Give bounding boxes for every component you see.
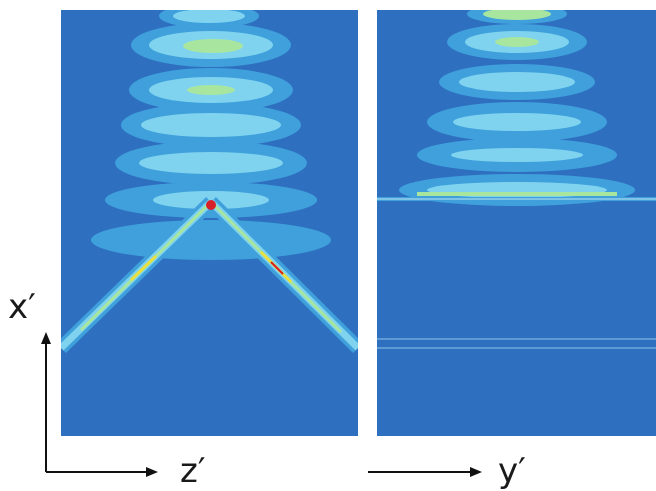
right-field-panel — [377, 10, 656, 436]
z-axis-label: z′ — [180, 451, 206, 491]
left-field-panel — [61, 10, 358, 436]
left-field-plot — [61, 10, 358, 354]
left-wedge-beams — [61, 196, 358, 354]
z-axis-arrow — [46, 467, 158, 477]
right-field-plot — [377, 10, 656, 349]
left-field-bands — [91, 10, 331, 260]
right-interface-lines — [377, 197, 656, 349]
y-axis-label: y′ — [498, 451, 526, 491]
y-axis-arrow — [368, 467, 482, 477]
right-field-bands — [399, 10, 635, 206]
x-axis-label: x′ — [8, 287, 36, 327]
x-axis-arrow — [41, 332, 51, 472]
